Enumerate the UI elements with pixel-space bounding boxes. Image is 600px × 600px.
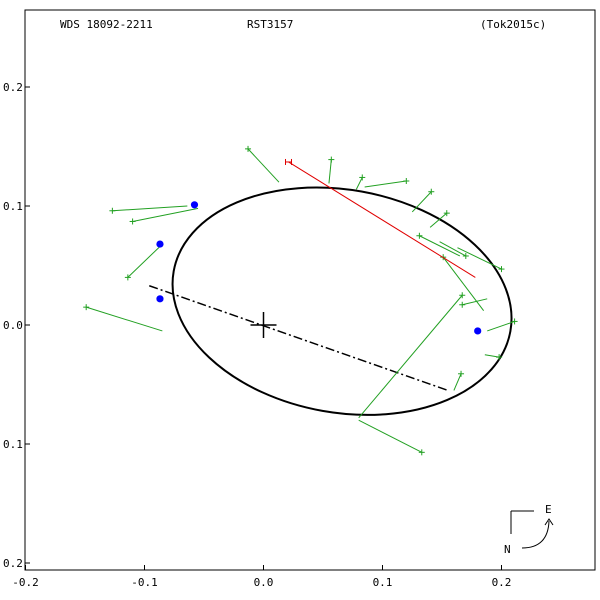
residual-line	[358, 294, 463, 419]
residual-line	[247, 148, 280, 183]
compass-arrow-arc	[521, 520, 550, 549]
highlighted-position	[156, 295, 164, 303]
discoverer-code: RST3157	[247, 18, 293, 31]
highlighted-position	[190, 201, 199, 209]
wds-designation: WDS 18092-2211	[60, 18, 153, 31]
compass-east-label: E	[545, 503, 552, 516]
residual-line	[442, 256, 485, 312]
residual-line	[457, 247, 502, 270]
residual-line	[462, 298, 488, 306]
y-tick-label: 0.0	[3, 319, 23, 332]
x-tick-label: 0.1	[373, 576, 393, 589]
compass-arrow-head	[544, 518, 554, 526]
y-tick-label: 0.1	[3, 438, 23, 451]
line-of-nodes-path	[149, 285, 449, 392]
observation-residuals	[83, 145, 518, 456]
primary-star	[250, 312, 277, 338]
y-tick-label: 0.2	[3, 557, 23, 570]
axis-ticks: -0.2 -0.1 0.0 0.1 0.2 0.2 0.1 0.0 0.1 0.2	[3, 81, 511, 589]
micrometer-residual-line	[288, 161, 476, 278]
residual-line	[411, 191, 432, 213]
residual-line	[127, 246, 161, 278]
residual-line	[358, 419, 422, 453]
compass: E N	[504, 503, 554, 556]
residual-line	[429, 212, 448, 228]
residual-line	[355, 177, 363, 190]
residual-line	[328, 159, 332, 184]
y-tick-label: 0.2	[3, 81, 23, 94]
x-tick-label: 0.0	[254, 576, 274, 589]
residual-line	[419, 235, 461, 257]
line-of-nodes	[149, 285, 449, 392]
x-tick-label: 0.2	[492, 576, 512, 589]
orbit-reference: (Tok2015c)	[480, 18, 546, 31]
orbit-ellipse	[171, 186, 513, 416]
highlighted-position	[156, 240, 164, 248]
compass-north-label: N	[504, 543, 511, 556]
orbit-ellipse-group	[171, 186, 513, 416]
residual-line	[112, 205, 188, 212]
micrometer-observations	[284, 158, 476, 278]
x-tick-label: -0.2	[12, 576, 39, 589]
x-tick-label: -0.1	[131, 576, 158, 589]
highlighted-position	[474, 327, 482, 335]
residual-line	[453, 373, 462, 391]
residual-line	[439, 241, 467, 257]
plot-frame	[24, 9, 596, 571]
highlighted-positions	[156, 201, 482, 335]
residual-line	[364, 180, 407, 188]
y-tick-label: 0.1	[3, 200, 23, 213]
residual-line	[86, 306, 163, 332]
residual-line	[487, 320, 515, 332]
residual-line	[132, 207, 199, 222]
